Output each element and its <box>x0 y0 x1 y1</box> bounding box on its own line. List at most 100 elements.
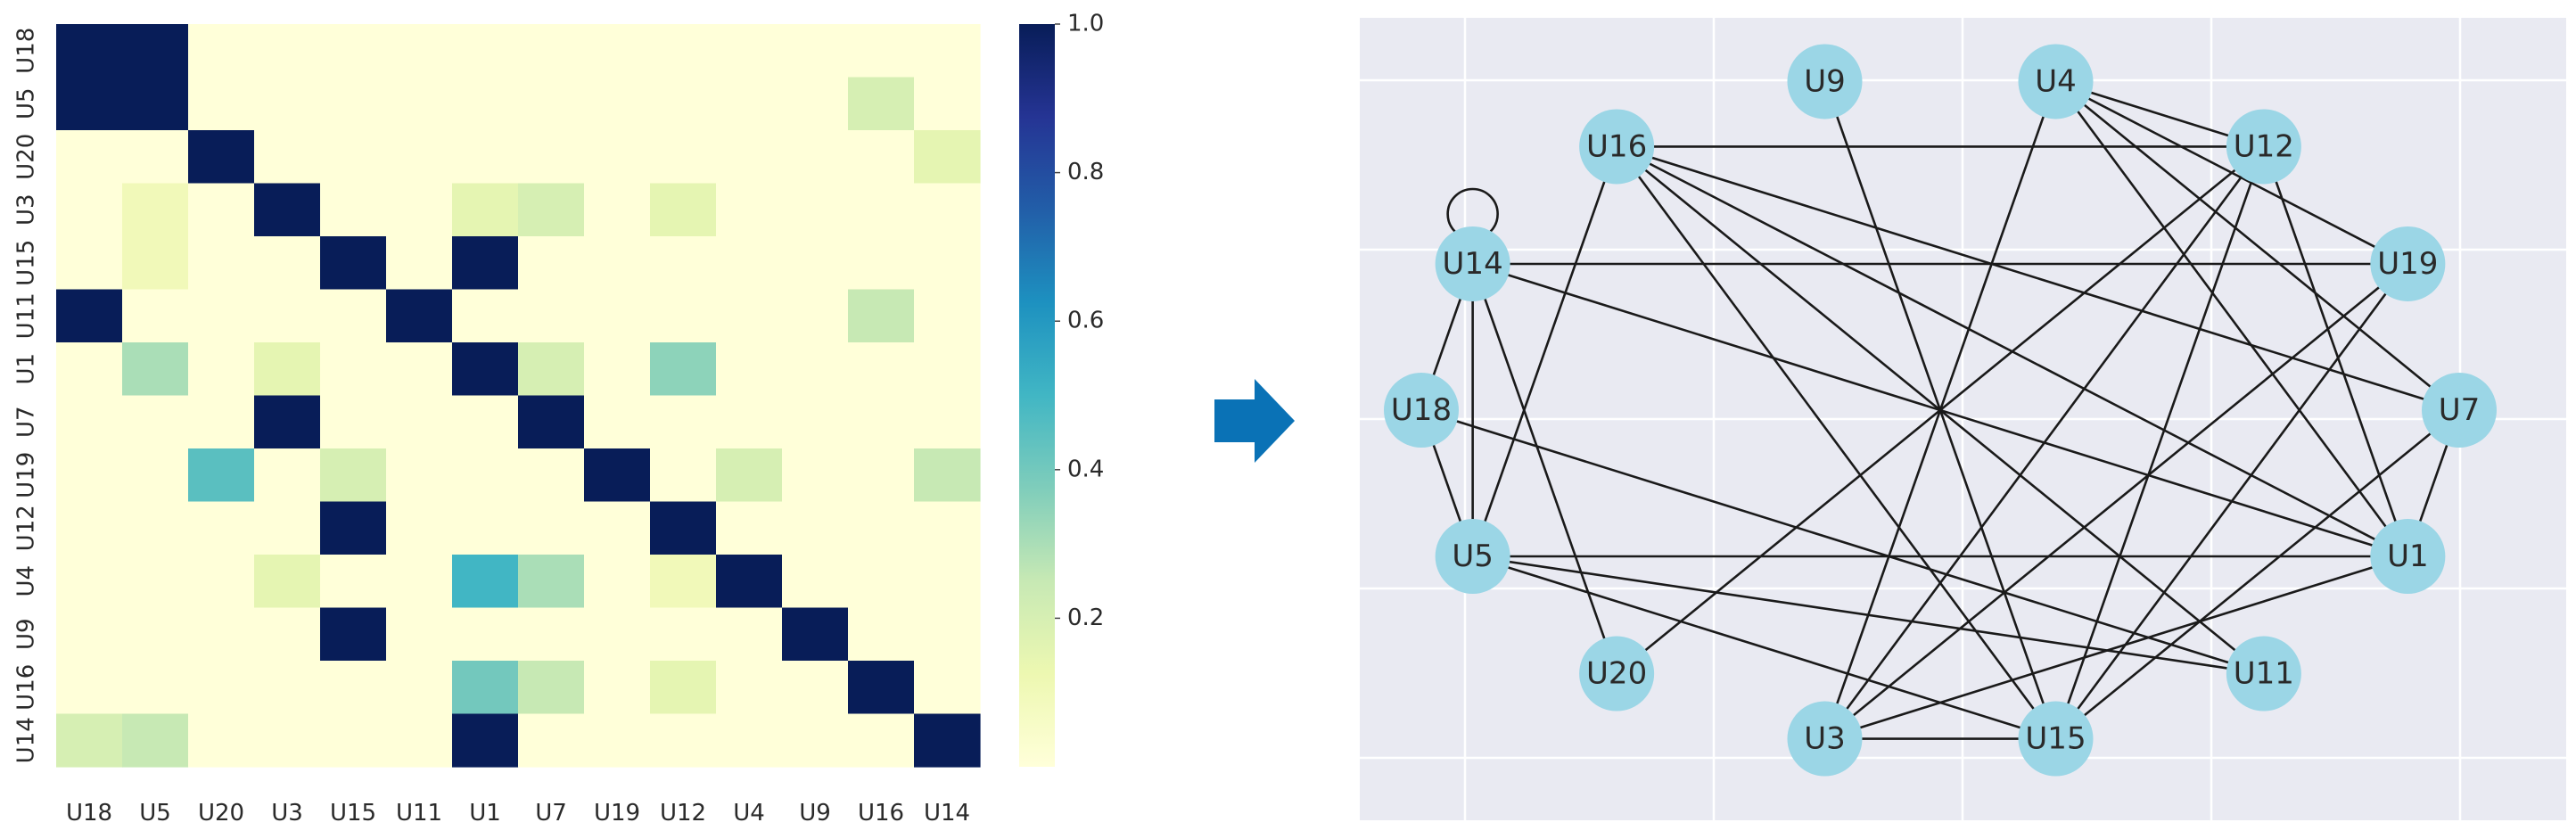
heatmap-cell <box>518 501 585 555</box>
heatmap-cell <box>188 448 255 503</box>
heatmap-cell <box>188 342 255 397</box>
heatmap-cell <box>254 713 321 768</box>
heatmap-cell <box>254 24 321 78</box>
heatmap-cell <box>320 448 387 503</box>
heatmap-cell <box>56 607 123 662</box>
heatmap-cell <box>914 183 981 237</box>
x-tick-label: U7 <box>535 800 567 827</box>
heatmap-cell <box>188 236 255 291</box>
heatmap-cell <box>56 289 123 343</box>
heatmap-cell <box>254 395 321 449</box>
x-tick-label: U16 <box>858 800 904 827</box>
heatmap-cell <box>518 661 585 715</box>
heatmap-cell <box>386 342 453 397</box>
y-tick-label: U12 <box>13 505 40 551</box>
heatmap-cell <box>584 236 651 291</box>
heatmap-cell <box>452 448 519 503</box>
heatmap-cell <box>518 342 585 397</box>
heatmap-cell <box>716 501 783 555</box>
y-tick-label: U20 <box>13 134 40 180</box>
heatmap-cell <box>254 448 321 503</box>
heatmap-cell <box>716 289 783 343</box>
node-label: U9 <box>1804 63 1846 99</box>
node <box>1384 373 1459 448</box>
edge <box>2054 80 2409 557</box>
colorbar-tick-label: 0.8 <box>1067 159 1104 185</box>
heatmap-cell <box>122 342 189 397</box>
edge <box>2054 408 2460 740</box>
node-label: U4 <box>2035 63 2077 99</box>
right-arrow-icon <box>1214 379 1295 463</box>
node <box>2370 519 2446 595</box>
heatmap-cell <box>122 661 189 715</box>
heatmap-cell <box>782 395 849 449</box>
node-label: U15 <box>2025 721 2086 757</box>
heatmap-cell <box>518 236 585 291</box>
heatmap-cell <box>386 289 453 343</box>
heatmap-cell <box>584 342 651 397</box>
edge <box>1823 262 2409 740</box>
x-tick-label: U5 <box>139 800 171 827</box>
heatmap-cell <box>122 24 189 78</box>
heatmap-cell <box>122 289 189 343</box>
edge <box>1471 263 1618 674</box>
edge <box>2054 263 2409 740</box>
heatmap-cell <box>782 24 849 78</box>
heatmap-cell <box>716 448 783 503</box>
node-label: U20 <box>1586 656 1647 692</box>
heatmap-cell <box>848 555 915 609</box>
heatmap-cell <box>122 607 189 662</box>
heatmap-cell <box>716 713 783 768</box>
heatmap-cell <box>386 24 453 78</box>
heatmap-cell <box>848 395 915 449</box>
heatmap-cell <box>914 395 981 449</box>
heatmap-cell <box>782 342 849 397</box>
heatmap-cell <box>914 661 981 715</box>
heatmap-cell <box>320 607 387 662</box>
heatmap-cell <box>386 236 453 291</box>
heatmap-cell <box>386 77 453 131</box>
heatmap-cell <box>254 342 321 397</box>
heatmap-cell <box>584 661 651 715</box>
y-tick-label: U7 <box>13 406 40 438</box>
node <box>1435 519 1510 595</box>
heatmap-cell <box>452 342 519 397</box>
y-tick-label: U11 <box>13 292 40 339</box>
heatmap-cell <box>650 342 717 397</box>
heatmap-cell <box>716 395 783 449</box>
heatmap-cell <box>914 448 981 503</box>
heatmap-cell <box>320 501 387 555</box>
heatmap-cell <box>254 555 321 609</box>
heatmap-cell <box>386 607 453 662</box>
heatmap-cell <box>56 713 123 768</box>
heatmap-cell <box>716 77 783 131</box>
heatmap-cell <box>386 395 453 449</box>
y-tick-label: U4 <box>13 565 40 597</box>
edge <box>1471 146 1618 557</box>
heatmap-cell <box>320 342 387 397</box>
heatmap-cell <box>650 236 717 291</box>
edge <box>1616 145 2460 412</box>
node <box>1579 109 1655 185</box>
heatmap-cell <box>56 77 123 131</box>
heatmap-cell <box>782 607 849 662</box>
heatmap-cell <box>584 77 651 131</box>
heatmap-cell <box>650 448 717 503</box>
edge <box>2054 80 2460 412</box>
edge <box>1472 555 2265 675</box>
heatmap-cell <box>122 555 189 609</box>
heatmap-cell <box>254 183 321 237</box>
node-label: U7 <box>2439 392 2481 428</box>
heatmap-cell <box>848 448 915 503</box>
heatmap-cell <box>584 448 651 503</box>
heatmap-cell <box>650 24 717 78</box>
heatmap-cell <box>56 236 123 291</box>
heatmap-cell <box>452 395 519 449</box>
heatmap-cell <box>254 661 321 715</box>
heatmap-cell <box>188 555 255 609</box>
x-tick-label: U20 <box>198 800 244 827</box>
heatmap-cell <box>254 289 321 343</box>
heatmap-cell <box>320 130 387 185</box>
y-tick-label: U19 <box>13 452 40 498</box>
heatmap-cell <box>914 289 981 343</box>
